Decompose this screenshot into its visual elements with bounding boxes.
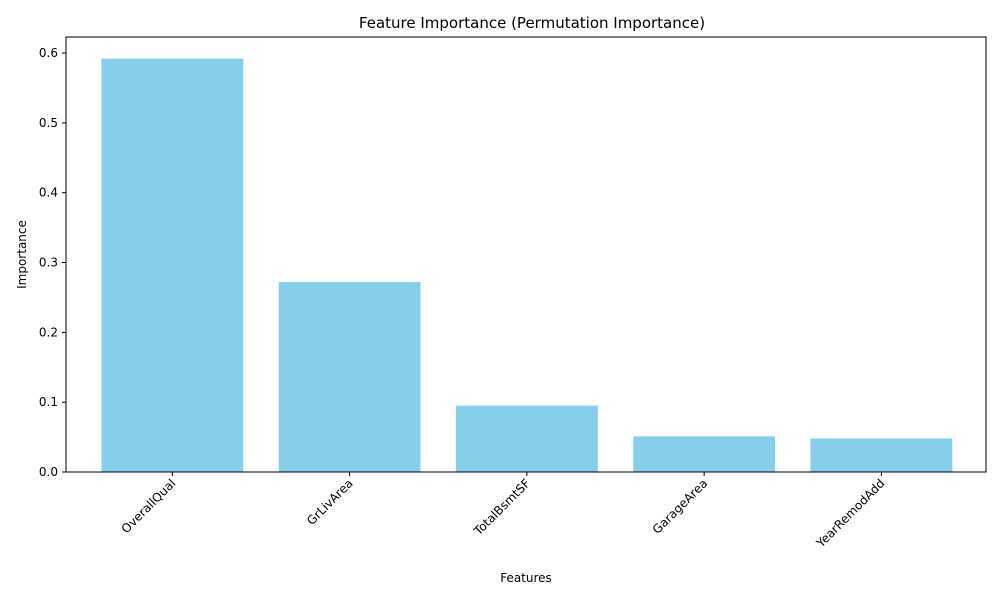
x-axis-title: Features	[500, 571, 552, 585]
bars-group	[101, 58, 953, 473]
y-axis-title: Importance	[15, 220, 29, 289]
x-axis-ticks: OverallQual GrLivArea TotalBsmtSF GarageAre…	[119, 472, 888, 551]
y-tick-label: 0.3	[39, 256, 58, 270]
y-tick-label: 0.6	[39, 46, 58, 60]
bar-YearRemodAdd	[810, 438, 953, 472]
bar-TotalBsmtSF	[455, 405, 598, 472]
chart-title: Feature Importance (Permutation Importan…	[359, 14, 705, 32]
x-tick-label: TotalBsmtSF	[470, 476, 533, 539]
bar-GarageArea	[633, 436, 776, 472]
y-tick-label: 0.0	[39, 465, 58, 479]
y-tick-label: 0.2	[39, 325, 58, 339]
y-axis-ticks: 0.0 0.1 0.2 0.3 0.4 0.5 0.6	[39, 46, 66, 479]
x-tick-label: OverallQual	[119, 476, 179, 536]
bar-GrLivArea	[278, 282, 421, 472]
bar-OverallQual	[101, 58, 244, 473]
x-tick-label: GrLivArea	[304, 476, 356, 528]
x-tick-label: GarageArea	[650, 476, 711, 537]
x-tick-label: YearRemodAdd	[813, 476, 888, 551]
y-tick-label: 0.5	[39, 116, 58, 130]
y-tick-label: 0.4	[39, 186, 58, 200]
y-tick-label: 0.1	[39, 395, 58, 409]
plot-frame	[65, 36, 987, 473]
